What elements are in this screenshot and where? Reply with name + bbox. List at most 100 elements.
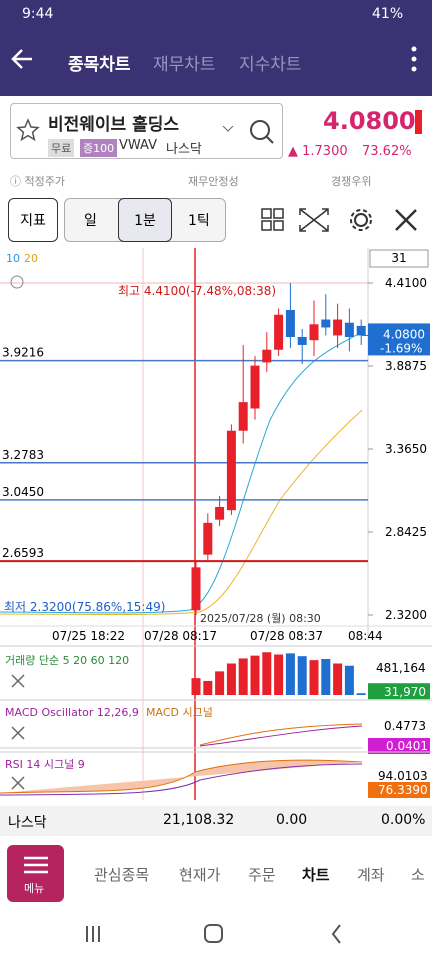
metric[interactable]: 경쟁우위 bbox=[331, 175, 372, 188]
price-bar bbox=[415, 110, 422, 134]
volume-bar bbox=[215, 671, 225, 695]
nav-item[interactable]: 차트 bbox=[302, 866, 330, 884]
candle-body bbox=[274, 314, 284, 350]
index-pct: 0.00% bbox=[381, 812, 426, 828]
tab[interactable]: 지수차트 bbox=[239, 55, 302, 75]
change: ▲ 1.7300 bbox=[288, 144, 348, 159]
macd-signal bbox=[199, 725, 363, 747]
volume-bar bbox=[297, 656, 307, 695]
tab[interactable]: 재무차트 bbox=[153, 55, 216, 75]
menu-icon bbox=[24, 856, 48, 874]
market: 나스닥 bbox=[8, 815, 47, 831]
volume-title: 거래량 단순 5 20 60 120 bbox=[5, 654, 129, 667]
last-price: 4.0800 bbox=[383, 327, 425, 341]
candle-body bbox=[285, 310, 295, 338]
volume-bar bbox=[262, 652, 272, 695]
candle-body bbox=[262, 349, 272, 363]
macd-line bbox=[199, 723, 363, 746]
macd-title: MACD 시그널 bbox=[146, 706, 213, 719]
count-box bbox=[369, 249, 429, 268]
candle-body bbox=[215, 506, 225, 520]
back-button[interactable] bbox=[8, 44, 38, 74]
candle-body bbox=[309, 324, 319, 341]
tab[interactable]: 종목차트 bbox=[68, 55, 131, 75]
candle-body bbox=[356, 325, 366, 336]
y-tick-label: 2.8425 bbox=[385, 525, 427, 539]
chart-bg bbox=[0, 248, 432, 804]
menu-label: 메뉴 bbox=[24, 882, 45, 895]
volume-bar bbox=[309, 660, 319, 695]
nav-item[interactable]: 계좌 bbox=[357, 866, 385, 884]
volume-bar bbox=[191, 678, 201, 695]
rsi-upper: 94.0103 bbox=[378, 769, 428, 783]
last-change: -1.69% bbox=[380, 341, 422, 355]
nav-item[interactable]: 현재가 bbox=[179, 866, 221, 884]
nav-item[interactable]: 관심종목 bbox=[94, 866, 150, 884]
x-label: 07/28 08:37 bbox=[250, 629, 323, 643]
ma20 bbox=[0, 409, 363, 615]
rsi-signal bbox=[0, 763, 363, 796]
status-battery: 41% bbox=[372, 6, 404, 22]
header-bar bbox=[0, 0, 432, 96]
period-button[interactable]: 1틱 bbox=[188, 213, 210, 229]
rsi-box bbox=[368, 782, 430, 798]
rsi-title: RSI 14 시그널 9 bbox=[5, 758, 85, 771]
candle-body bbox=[297, 337, 307, 345]
candle-body bbox=[238, 402, 248, 431]
nav-item[interactable]: 주문 bbox=[248, 866, 276, 884]
period-button[interactable]: 일 bbox=[84, 213, 97, 229]
candle-body bbox=[226, 430, 236, 511]
candle-body bbox=[344, 322, 354, 338]
crosshair-label: 2025/07/28 (월) 08:30 bbox=[200, 612, 321, 625]
rsi-last: 76.3390 bbox=[378, 783, 428, 797]
metric[interactable]: 재무안정성 bbox=[188, 175, 239, 188]
ticker: VWAV bbox=[119, 138, 157, 153]
candle-body bbox=[203, 522, 213, 555]
toolbar-icons[interactable] bbox=[258, 204, 428, 236]
candle-body bbox=[321, 319, 331, 328]
high-label: 최고 4.4100(-7.48%,08:38) bbox=[118, 284, 276, 298]
candle-body bbox=[191, 567, 201, 611]
macd-upper: 0.4773 bbox=[384, 719, 426, 733]
y-tick-label: 3.8875 bbox=[385, 359, 427, 373]
volume-last: 31,970 bbox=[384, 685, 426, 699]
last-price-box bbox=[368, 323, 430, 356]
volume-bar bbox=[321, 659, 331, 695]
ma-legend: 20 bbox=[24, 252, 38, 265]
volume-bar bbox=[285, 653, 295, 695]
volume-bar bbox=[274, 654, 284, 695]
ma-legend: 10 bbox=[6, 252, 20, 265]
more-menu[interactable] bbox=[406, 44, 422, 76]
system-nav bbox=[86, 924, 341, 944]
y-tick-label: 4.4100 bbox=[385, 276, 427, 290]
x-label: 08:44 bbox=[348, 629, 383, 643]
indicator-button[interactable]: 지표 bbox=[8, 198, 58, 242]
volume-bar bbox=[333, 663, 343, 695]
level-label: 3.2783 bbox=[2, 448, 44, 462]
volume-bar bbox=[250, 655, 260, 695]
level-label: 3.9216 bbox=[2, 346, 44, 360]
metric[interactable]: ⓘ 적정주가 bbox=[10, 175, 65, 188]
macd-title: MACD Oscillator 12,26,9 bbox=[5, 706, 139, 719]
low-label: 최저 2.3200(75.86%,15:49) bbox=[4, 600, 165, 614]
search-icon[interactable] bbox=[220, 118, 280, 146]
close-icon[interactable] bbox=[11, 726, 25, 740]
close-icon[interactable] bbox=[11, 776, 25, 790]
zoom-icon[interactable] bbox=[10, 275, 24, 289]
level-label: 2.6593 bbox=[2, 546, 44, 560]
menu-button[interactable] bbox=[7, 845, 64, 902]
period-button[interactable]: 1분 bbox=[118, 198, 172, 242]
close-icon[interactable] bbox=[11, 674, 25, 688]
stock-box[interactable] bbox=[10, 103, 283, 159]
y-tick-label: 3.3650 bbox=[385, 442, 427, 456]
favorite-star[interactable] bbox=[16, 118, 40, 142]
volume-bar bbox=[356, 693, 366, 695]
candle-body bbox=[250, 365, 260, 409]
nav-item[interactable]: 소 bbox=[411, 866, 425, 884]
volume-last-box bbox=[368, 683, 430, 700]
count: 31 bbox=[391, 251, 406, 265]
candle-body bbox=[333, 319, 343, 336]
stock-name: 비전웨이브 홀딩스 bbox=[48, 115, 180, 135]
rsi-line bbox=[0, 759, 363, 794]
